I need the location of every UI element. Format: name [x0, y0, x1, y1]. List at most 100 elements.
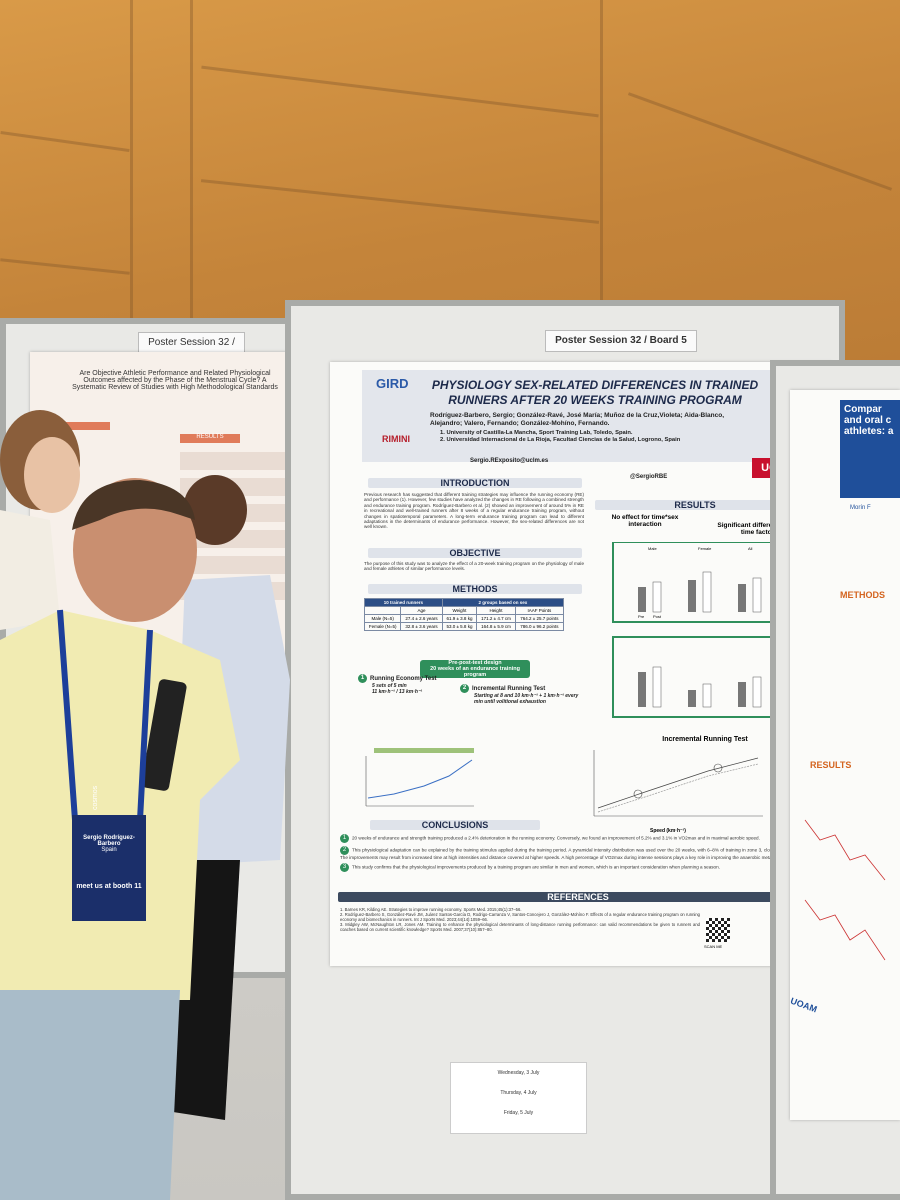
bar [638, 672, 646, 707]
table-row: Male (N=5) 27.4 ± 2.6 years 61.9 ± 3.8 kg 1… [363, 614, 565, 623]
conclusion: 3 This study confirms that the physiologi… [340, 863, 820, 873]
conclusion: 1 20 weeks of endurance and strength trai… [340, 834, 820, 843]
protocol-line [367, 759, 473, 799]
badge-slogan: meet us at booth 11 [76, 883, 142, 890]
test-1: 1 Running Economy Test 5 sets of 5 min 11… [358, 674, 468, 695]
section-heading: CONCLUSIONS [370, 820, 540, 830]
man-jeans [0, 990, 180, 1200]
table-row: Female (N=5) 32.8 ± 3.6 years 53.0 ± 5.8 k… [363, 622, 565, 631]
bar [752, 577, 762, 613]
step-number: 3 [340, 863, 349, 873]
table-cell: 32.8 ± 3.6 years [400, 622, 443, 631]
test-detail: Starting at 8 and 10 km·h⁻¹ + 1 km·h⁻¹ e… [474, 693, 579, 705]
zone-bar [374, 748, 474, 753]
conclusion-text: This study confirms that the physiologic… [352, 865, 720, 871]
poster-header [362, 370, 830, 462]
table-header: Height [476, 606, 516, 615]
finding: No effect for time*sex interaction [611, 514, 679, 528]
event-logo: RIMINI [382, 434, 410, 444]
panel-seam [0, 258, 130, 275]
conclusion-text: 20 weeks of endurance and strength train… [352, 835, 760, 841]
woman-face [24, 437, 80, 513]
x-axis-label: Speed (km·h⁻¹) [650, 828, 686, 834]
section-heading: METHODS [368, 584, 582, 594]
test-detail: 5 sets of 5 min [372, 683, 407, 689]
title-line: Compar [844, 404, 882, 415]
participants-table: 10 trained runners 2 groups based on sex … [363, 598, 565, 631]
table-row: 10 trained runners 2 groups based on sex [364, 598, 565, 607]
conclusions-list: 1 20 weeks of endurance and strength trai… [340, 834, 820, 873]
test-name: Running Economy Test [370, 676, 437, 683]
results-lines [804, 819, 886, 961]
section-heading: OBJECTIVE [368, 548, 582, 558]
table-cell: Female (N=5) [363, 622, 402, 631]
phase-label: Pre [638, 614, 645, 619]
step-number: 2 [460, 684, 469, 693]
authors: Rodríguez-Barbero, Sergio; González-Ravé… [430, 412, 724, 427]
schedule-day: Thursday, 4 July [500, 1090, 537, 1096]
finding: Significant differences for time factor [717, 522, 798, 536]
references-list: 1. Barnes KR, Kilding AE. Strategies to … [340, 907, 700, 932]
email: Sergio.RExposito@uclm.es [470, 458, 549, 464]
handle: @SergioRBE [630, 474, 668, 480]
title-line: athletes: a [844, 426, 894, 437]
table-cell: 53.0 ± 5.8 kg [441, 622, 478, 631]
group-label: Female [698, 546, 712, 551]
badge-name: Sergio Rodríguez-Barbero [83, 835, 135, 847]
table-row: Age Weight Height IAAF Points [363, 606, 565, 615]
bar [702, 683, 712, 708]
panel-seam [130, 0, 133, 330]
section-heading: RESULTS [180, 434, 240, 443]
bar [702, 571, 712, 613]
incremental-chart [593, 750, 763, 817]
group-label: All [748, 546, 753, 551]
affiliation: 1. University of Castilla-La Mancha, Spo… [440, 430, 633, 436]
panel-seam [201, 65, 599, 118]
test-name: Incremental Running Test [472, 686, 546, 693]
affiliations: 1. University of Castilla-La Mancha, Spo… [440, 430, 760, 444]
curve [597, 757, 759, 809]
woman-top [0, 510, 60, 630]
conclusion-text: This physiological adaptation can be exp… [340, 847, 820, 860]
step-number: 1 [340, 834, 349, 843]
section-heading: INTRODUCTION [368, 478, 582, 488]
table-cell: 786.0 ± 96.2 points [514, 622, 565, 631]
bar [638, 587, 646, 612]
conclusion: 2 This physiological adaptation can be ex… [340, 846, 820, 860]
bar [738, 682, 746, 707]
objective-text: The purpose of this study was to analyze… [364, 561, 584, 572]
section-heading: RESULTS [595, 500, 795, 510]
reference: 1. Barnes KR, Kilding AE. Strategies to … [340, 907, 522, 912]
group-label: Male [648, 546, 657, 551]
man-hair [72, 480, 195, 530]
table-cell: 764.2 ± 25.7 points [514, 614, 565, 623]
step-number: 2 [340, 846, 349, 855]
table-header: Weight [441, 606, 478, 615]
reference: 2. Rodríguez-Barbero S, González-Ravé JM… [340, 912, 700, 922]
right-poster-title: Compar and oral c athletes: a [840, 400, 900, 498]
table-header: IAAF Points [514, 606, 565, 615]
table-header: 2 groups based on sex [441, 598, 565, 607]
bar [652, 581, 662, 613]
threshold-marker [633, 789, 643, 799]
table-header: 10 trained runners [364, 598, 443, 607]
table-cell: 171.2 ± 4.7 cm [476, 614, 516, 623]
panel-seam [200, 179, 600, 224]
table-cell [363, 606, 402, 615]
panel-seam [0, 130, 130, 153]
woman-hair [183, 475, 247, 545]
board-label: Poster Session 32 / Board 5 [545, 330, 697, 352]
people [0, 410, 290, 1200]
table-cell: Male (N=5) [363, 614, 402, 623]
lab-logo: GIRD [376, 376, 409, 391]
qr-label: SCAN ME [704, 944, 723, 949]
panel-seam [600, 0, 603, 330]
bar [688, 690, 696, 707]
design: Pre-post-test design [448, 660, 502, 666]
bar [688, 580, 696, 612]
table-cell: 61.9 ± 3.8 kg [441, 614, 478, 623]
curve [597, 763, 759, 813]
schedule-day: Friday, 5 July [503, 1110, 534, 1116]
